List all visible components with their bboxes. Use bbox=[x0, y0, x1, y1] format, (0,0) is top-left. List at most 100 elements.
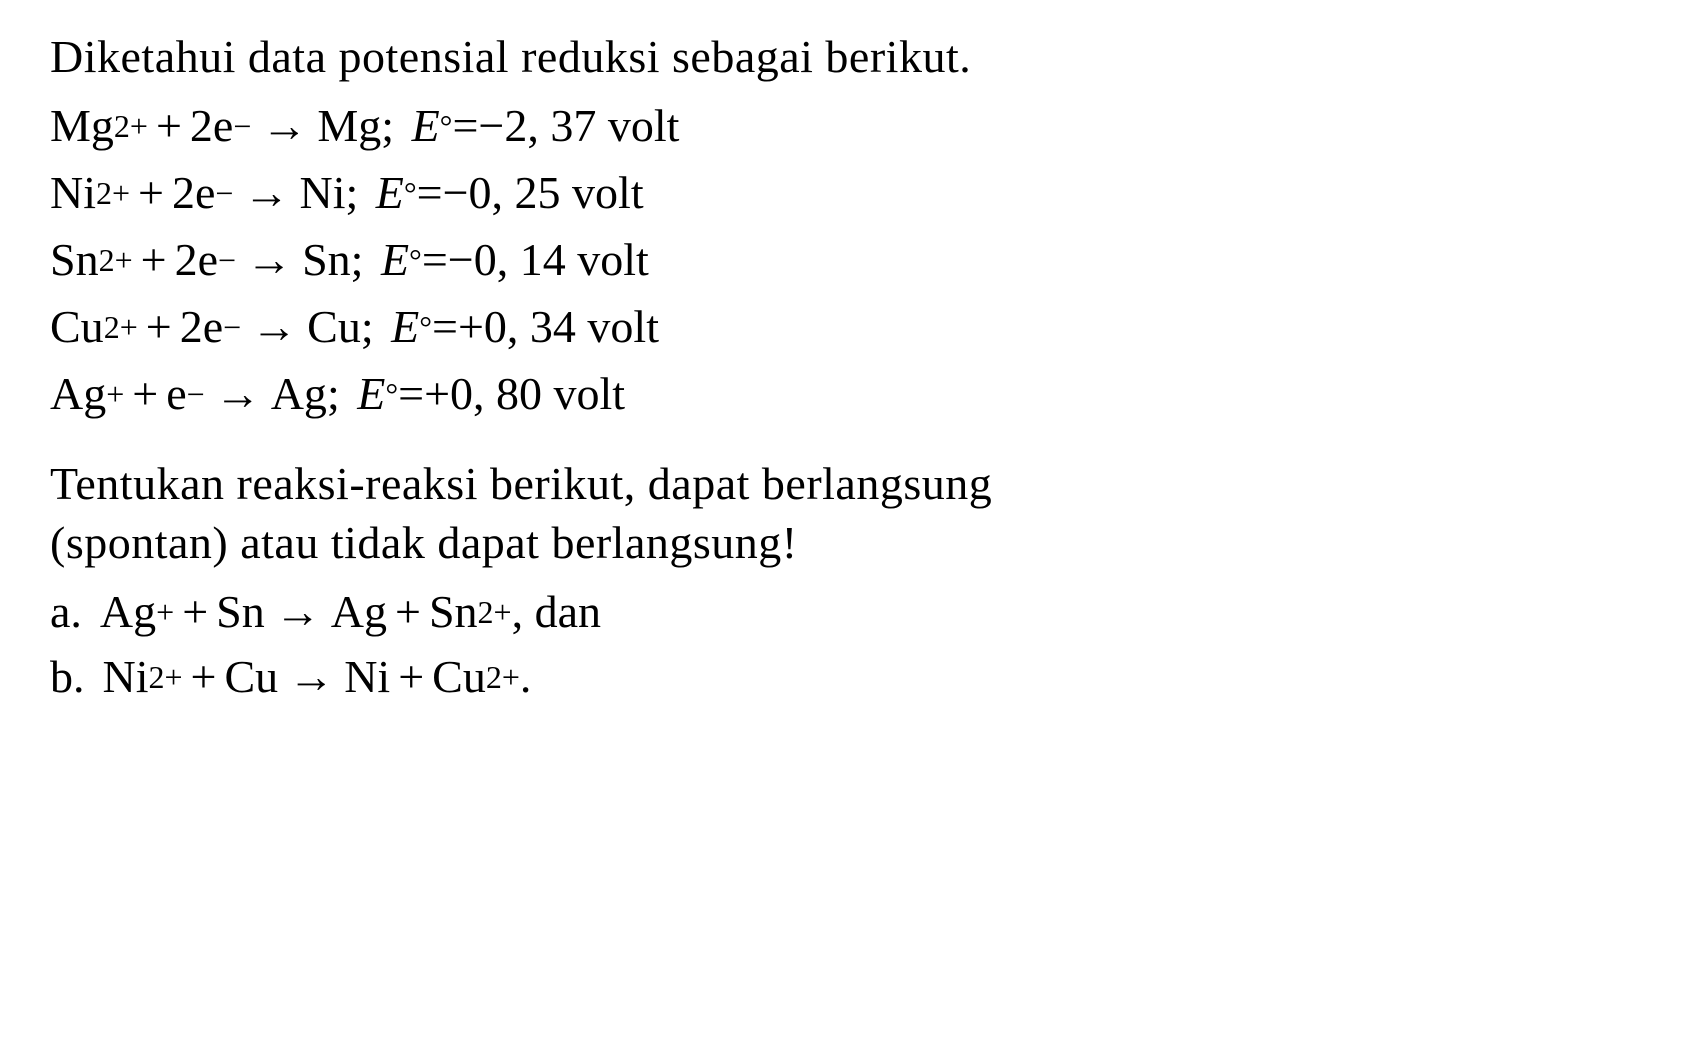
e-variable: E bbox=[381, 233, 409, 286]
option-row: a. Ag+ + Sn → Ag + Sn2+ , dan bbox=[50, 585, 1640, 638]
species-charge: 2+ bbox=[478, 594, 512, 631]
species-base: Ni bbox=[299, 166, 345, 219]
semicolon: ; bbox=[381, 99, 394, 152]
arrow-icon: → bbox=[288, 650, 334, 703]
arrow-icon: → bbox=[261, 99, 307, 152]
electron-term: 2e− bbox=[190, 99, 251, 152]
species-charge: 2+ bbox=[486, 659, 520, 696]
e-symbol bbox=[380, 300, 392, 353]
equals-sign: = bbox=[452, 99, 478, 152]
product-2: Sn2+ bbox=[429, 585, 512, 638]
product-2: Cu2+ bbox=[432, 650, 520, 703]
potential-value: −0, 25 volt bbox=[443, 166, 644, 219]
electron-base: e bbox=[166, 367, 186, 420]
rhs-species: Mg bbox=[317, 99, 381, 152]
intro-text: Diketahui data potensial reduksi sebagai… bbox=[50, 30, 1640, 83]
species-charge: 2+ bbox=[96, 175, 130, 212]
electron-base: 2e bbox=[190, 99, 233, 152]
rhs-species: Sn bbox=[302, 233, 351, 286]
species-base: Ni bbox=[344, 650, 390, 703]
species-charge: 2+ bbox=[114, 108, 148, 145]
electron-term: 2e− bbox=[172, 166, 233, 219]
plus-sign: + bbox=[141, 233, 167, 286]
e-symbol bbox=[400, 99, 412, 152]
plus-sign: + bbox=[398, 650, 424, 703]
arrow-icon: → bbox=[243, 166, 289, 219]
semicolon: ; bbox=[327, 367, 340, 420]
semicolon: ; bbox=[361, 300, 374, 353]
equation-row: Ag+ + e− → Ag ; E° = +0, 80 volt bbox=[50, 367, 1640, 420]
species-base: Ag bbox=[331, 585, 387, 638]
species-base: Ni bbox=[103, 650, 149, 703]
semicolon: ; bbox=[345, 166, 358, 219]
electron-sup: − bbox=[223, 309, 241, 346]
electron-base: 2e bbox=[180, 300, 223, 353]
species-charge: 2+ bbox=[99, 242, 133, 279]
electron-sup: − bbox=[233, 108, 251, 145]
rhs-species: Ag bbox=[271, 367, 327, 420]
species-base: Ni bbox=[50, 166, 96, 219]
equation-row: Mg2+ + 2e− → Mg ; E° = −2, 37 volt bbox=[50, 99, 1640, 152]
species-charge: + bbox=[156, 594, 174, 631]
species-base: Sn bbox=[216, 585, 265, 638]
equals-sign: = bbox=[432, 300, 458, 353]
e-variable: E bbox=[357, 367, 385, 420]
arrow-icon: → bbox=[275, 585, 321, 638]
electron-term: 2e− bbox=[180, 300, 241, 353]
species-base: Ag bbox=[271, 367, 327, 420]
electron-base: 2e bbox=[175, 233, 218, 286]
lhs-species: Sn2+ bbox=[50, 233, 133, 286]
reactant-1: Ni2+ bbox=[103, 650, 183, 703]
equation-row: Ni2+ + 2e− → Ni ; E° = −0, 25 volt bbox=[50, 166, 1640, 219]
species-base: Ag bbox=[50, 367, 106, 420]
equation-row: Sn2+ + 2e− → Sn ; E° = −0, 14 volt bbox=[50, 233, 1640, 286]
potential-value: −2, 37 volt bbox=[478, 99, 679, 152]
plus-sign: + bbox=[182, 585, 208, 638]
species-charge: + bbox=[106, 376, 124, 413]
electron-term: 2e− bbox=[175, 233, 236, 286]
reactant-1: Ag+ bbox=[100, 585, 174, 638]
species-base: Mg bbox=[50, 99, 114, 152]
e-symbol bbox=[364, 166, 376, 219]
question-text-line2: (spontan) atau tidak dapat berlangsung! bbox=[50, 516, 1640, 569]
option-label: a. bbox=[50, 585, 82, 638]
species-charge: 2+ bbox=[149, 659, 183, 696]
reactant-2: Sn bbox=[216, 585, 265, 638]
degree-icon: ° bbox=[385, 376, 398, 413]
plus-sign: + bbox=[156, 99, 182, 152]
e-symbol bbox=[369, 233, 381, 286]
species-base: Sn bbox=[50, 233, 99, 286]
electron-base: 2e bbox=[172, 166, 215, 219]
species-base: Ag bbox=[100, 585, 156, 638]
potential-value: +0, 80 volt bbox=[424, 367, 625, 420]
degree-icon: ° bbox=[404, 175, 417, 212]
semicolon: ; bbox=[351, 233, 364, 286]
species-base: Cu bbox=[307, 300, 361, 353]
option-tail: , dan bbox=[512, 585, 601, 638]
lhs-species: Ag+ bbox=[50, 367, 124, 420]
species-base: Cu bbox=[50, 300, 104, 353]
equals-sign: = bbox=[417, 166, 443, 219]
species-base: Cu bbox=[225, 650, 279, 703]
lhs-species: Ni2+ bbox=[50, 166, 130, 219]
option-tail: . bbox=[520, 650, 532, 703]
degree-icon: ° bbox=[419, 309, 432, 346]
species-base: Cu bbox=[432, 650, 486, 703]
species-base: Mg bbox=[317, 99, 381, 152]
question-text-line1: Tentukan reaksi-reaksi berikut, dapat be… bbox=[50, 452, 1640, 516]
degree-icon: ° bbox=[409, 242, 422, 279]
reactant-2: Cu bbox=[225, 650, 279, 703]
electron-sup: − bbox=[187, 376, 205, 413]
equals-sign: = bbox=[422, 233, 448, 286]
plus-sign: + bbox=[395, 585, 421, 638]
species-base: Sn bbox=[429, 585, 478, 638]
electron-sup: − bbox=[218, 242, 236, 279]
arrow-icon: → bbox=[251, 300, 297, 353]
lhs-species: Cu2+ bbox=[50, 300, 138, 353]
lhs-species: Mg2+ bbox=[50, 99, 148, 152]
plus-sign: + bbox=[132, 367, 158, 420]
potential-value: −0, 14 volt bbox=[448, 233, 649, 286]
species-base: Sn bbox=[302, 233, 351, 286]
plus-sign: + bbox=[191, 650, 217, 703]
arrow-icon: → bbox=[246, 233, 292, 286]
